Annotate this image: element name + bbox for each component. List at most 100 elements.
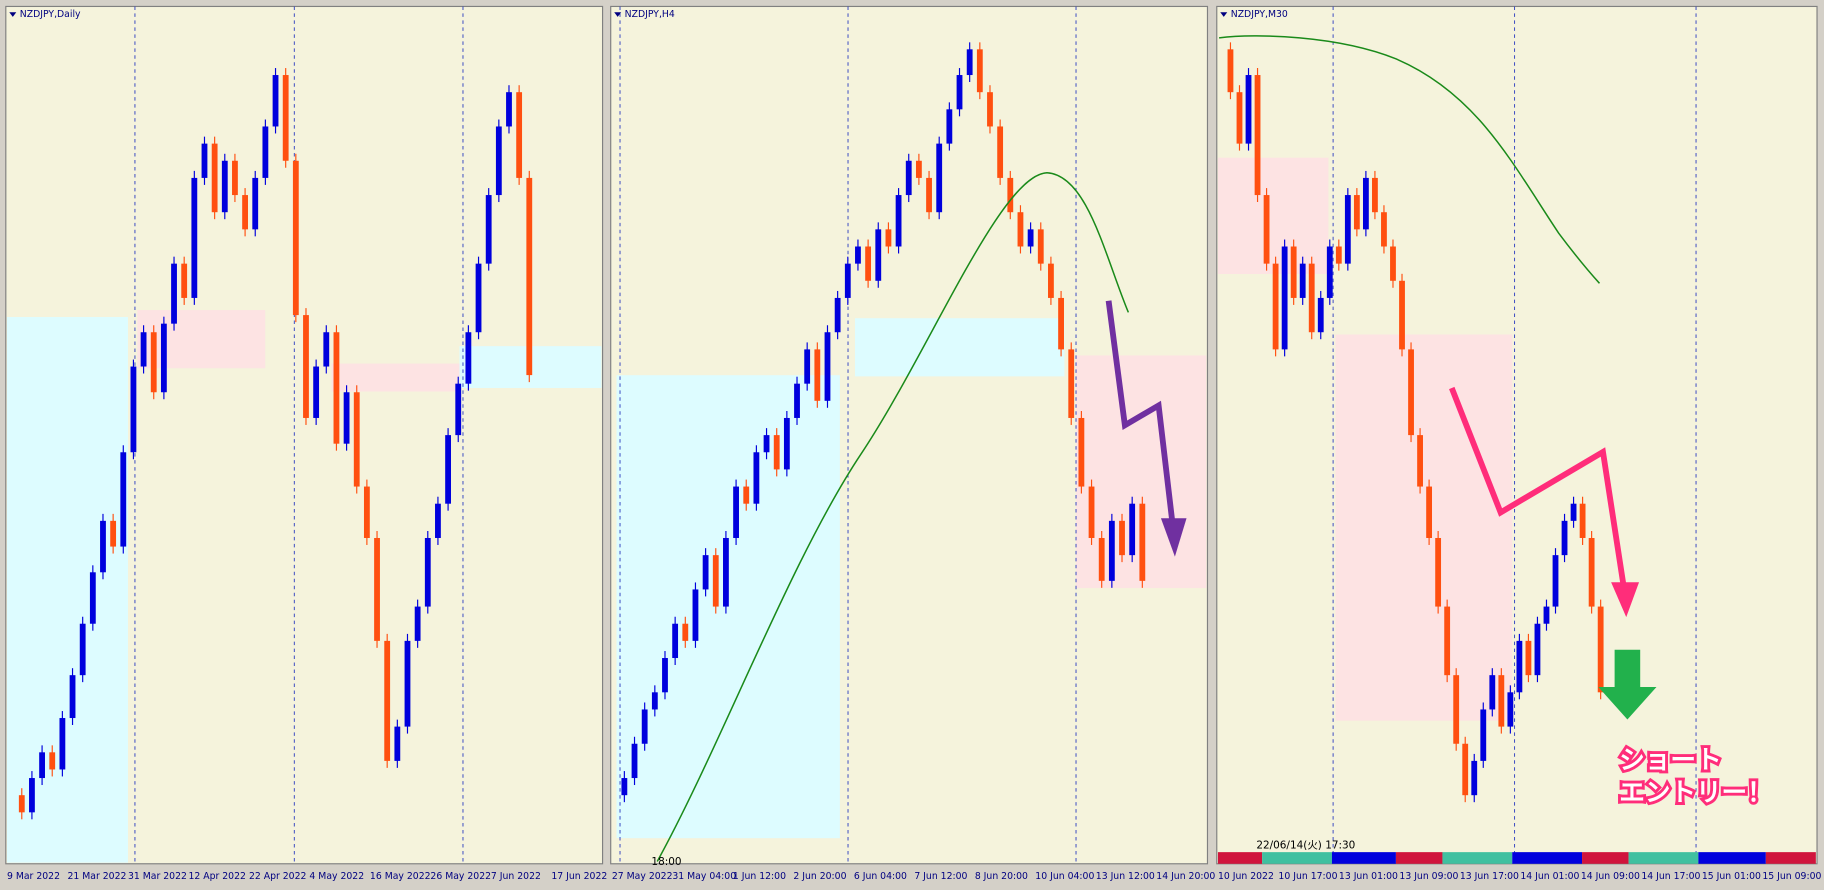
- candle: [516, 92, 523, 178]
- candle: [865, 246, 872, 281]
- title-marker: [614, 12, 622, 17]
- candle: [1372, 177, 1378, 213]
- candle: [1462, 743, 1469, 796]
- candle: [313, 366, 320, 418]
- candle: [1236, 92, 1243, 144]
- candle: [1561, 520, 1568, 556]
- candle: [1317, 297, 1324, 333]
- candle: [1570, 503, 1577, 521]
- x-tick-label: 31 May 04:00: [672, 871, 736, 882]
- candle: [303, 315, 309, 418]
- candle: [885, 229, 892, 247]
- candle: [1417, 435, 1423, 487]
- candle: [191, 177, 198, 298]
- candle: [621, 778, 628, 796]
- candle: [394, 726, 401, 761]
- candle: [1507, 692, 1514, 727]
- candle: [1444, 606, 1451, 676]
- candle: [1588, 537, 1595, 607]
- candle: [1254, 75, 1261, 196]
- candle: [1597, 606, 1604, 693]
- candle: [672, 623, 679, 659]
- x-tick-label: 13 Jun 09:00: [1399, 871, 1458, 882]
- candle: [1480, 709, 1487, 761]
- candle: [171, 263, 177, 324]
- x-tick-label: 4 May 2022: [309, 871, 364, 882]
- cursor-label: 22/06/14(火) 17:30: [1256, 840, 1355, 852]
- candle: [875, 229, 882, 281]
- x-tick-label: 21 Mar 2022: [67, 871, 126, 882]
- candle: [1335, 246, 1342, 264]
- candle: [18, 795, 25, 813]
- candle: [1108, 520, 1115, 581]
- candle: [834, 297, 841, 333]
- x-tick-label: 22 Apr 2022: [249, 871, 306, 882]
- candle: [1281, 246, 1288, 350]
- candle: [1471, 760, 1478, 796]
- x-tick-label: 14 Jun 09:00: [1581, 871, 1640, 882]
- candle: [682, 623, 689, 641]
- candle: [363, 486, 370, 538]
- x-tick-label: 9 Mar 2022: [7, 871, 60, 882]
- candle: [723, 537, 729, 607]
- x-tick-label: 12 Apr 2022: [188, 871, 245, 882]
- candle: [120, 452, 127, 547]
- candle: [1227, 49, 1234, 93]
- candle: [1308, 263, 1315, 333]
- candle: [1525, 640, 1532, 676]
- candle: [783, 417, 790, 470]
- candle: [956, 75, 963, 110]
- candle: [526, 177, 533, 376]
- x-tick-label: 17 Jun 2022: [551, 871, 607, 882]
- candle: [465, 332, 472, 384]
- candle: [1579, 503, 1586, 538]
- candle: [79, 623, 86, 676]
- candle: [49, 752, 56, 770]
- candle: [1272, 263, 1279, 350]
- candle: [181, 263, 188, 298]
- candle: [987, 92, 993, 127]
- annotation: ショート: [1619, 745, 1721, 775]
- x-tick-label: 14 Jun 01:00: [1520, 871, 1579, 882]
- candle: [1408, 349, 1414, 436]
- candle: [997, 126, 1004, 178]
- candle: [915, 160, 922, 178]
- candle: [1552, 555, 1559, 607]
- candle: [794, 383, 800, 418]
- candle: [804, 349, 811, 384]
- candle: [29, 778, 35, 813]
- candle: [1048, 263, 1054, 298]
- candle: [1129, 503, 1136, 556]
- candle: [1390, 246, 1396, 281]
- candle: [1263, 195, 1270, 264]
- candle: [1489, 675, 1496, 710]
- candle: [763, 435, 770, 453]
- x-tick-label: 7 Jun 2022: [491, 871, 541, 882]
- candle: [895, 195, 902, 247]
- panel-title: NZDJPY,M30: [1231, 9, 1288, 20]
- candle: [404, 640, 411, 727]
- candle: [414, 606, 421, 641]
- candle: [743, 486, 750, 504]
- candle: [110, 520, 117, 547]
- candle: [160, 323, 167, 393]
- x-tick-label: 14 Jun 20:00: [1156, 871, 1215, 882]
- candle: [1058, 297, 1064, 350]
- candle: [130, 366, 137, 453]
- candle: [435, 503, 441, 538]
- x-tick-label: 7 Jun 12:00: [914, 871, 967, 882]
- candle: [1426, 486, 1433, 538]
- candle: [966, 49, 973, 76]
- candle: [1290, 246, 1297, 298]
- candle: [140, 332, 147, 367]
- x-tick-label: 13 Jun 17:00: [1460, 871, 1519, 882]
- candle: [651, 692, 658, 710]
- candle: [150, 332, 157, 393]
- candle: [1078, 417, 1085, 487]
- candle: [475, 263, 482, 333]
- candle: [1353, 195, 1360, 230]
- candle: [69, 675, 76, 719]
- candle: [59, 718, 66, 770]
- panel-title: NZDJPY,H4: [625, 9, 675, 20]
